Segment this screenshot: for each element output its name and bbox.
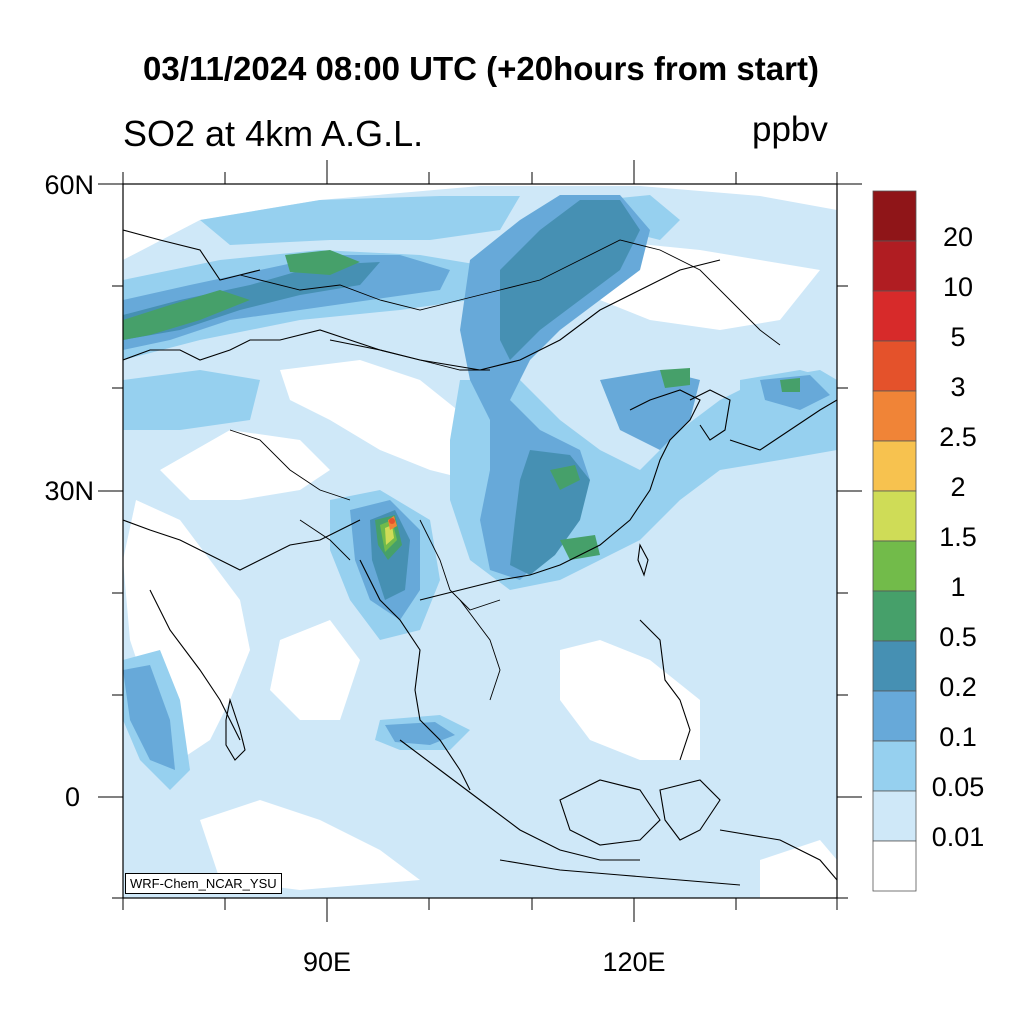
colorbar-level-label: 5 — [950, 322, 966, 352]
colorbar-swatch — [872, 840, 917, 892]
colorbar-level-label: 3 — [950, 372, 966, 402]
map-frame — [122, 183, 838, 899]
colorbar-swatch — [872, 390, 917, 442]
map-panel — [123, 184, 837, 898]
colorbar-level-label: 0.01 — [931, 822, 985, 852]
colorbar — [872, 190, 917, 892]
so2-field-1.5 — [385, 525, 394, 545]
colorbar-swatch — [872, 740, 917, 792]
colorbar-swatch — [872, 590, 917, 642]
axis-ticks — [98, 160, 862, 922]
lat-label-30n: 30N — [44, 476, 94, 506]
colorbar-level-label: 20 — [942, 222, 974, 252]
colorbar-swatch — [872, 690, 917, 742]
units-label: ppbv — [752, 110, 828, 149]
colorbar-level-label: 2.5 — [939, 422, 977, 452]
colorbar-level-label: 0.1 — [939, 722, 977, 752]
so2-field-5 — [389, 518, 395, 524]
model-credit: WRF-Chem_NCAR_YSU — [125, 873, 282, 894]
colorbar-level-label: 2 — [950, 472, 966, 502]
colorbar-swatch — [872, 790, 917, 842]
lat-label-0: 0 — [64, 782, 80, 812]
colorbar-level-label: 1.5 — [939, 522, 977, 552]
colorbar-level-label: 0.05 — [931, 772, 985, 802]
colorbar-swatch — [872, 440, 917, 492]
lon-label-90e: 90E — [302, 947, 352, 977]
lat-label-60n: 60N — [44, 170, 94, 200]
country-borders — [229, 239, 781, 701]
so2-field-clean — [123, 240, 837, 898]
colorbar-level-label: 1 — [950, 572, 966, 602]
map-title: 03/11/2024 08:00 UTC (+20hours from star… — [143, 50, 819, 87]
colorbar-level-label: 10 — [942, 272, 974, 302]
colorbar-swatch — [872, 290, 917, 342]
colorbar-swatch — [872, 490, 917, 542]
lon-label-120e: 120E — [602, 947, 666, 977]
variable-label: SO2 at 4km A.G.L. — [123, 113, 424, 154]
colorbar-level-label: 0.2 — [939, 672, 977, 702]
colorbar-swatch — [872, 190, 917, 242]
colorbar-swatch — [872, 340, 917, 392]
colorbar-level-label: 0.5 — [939, 622, 977, 652]
